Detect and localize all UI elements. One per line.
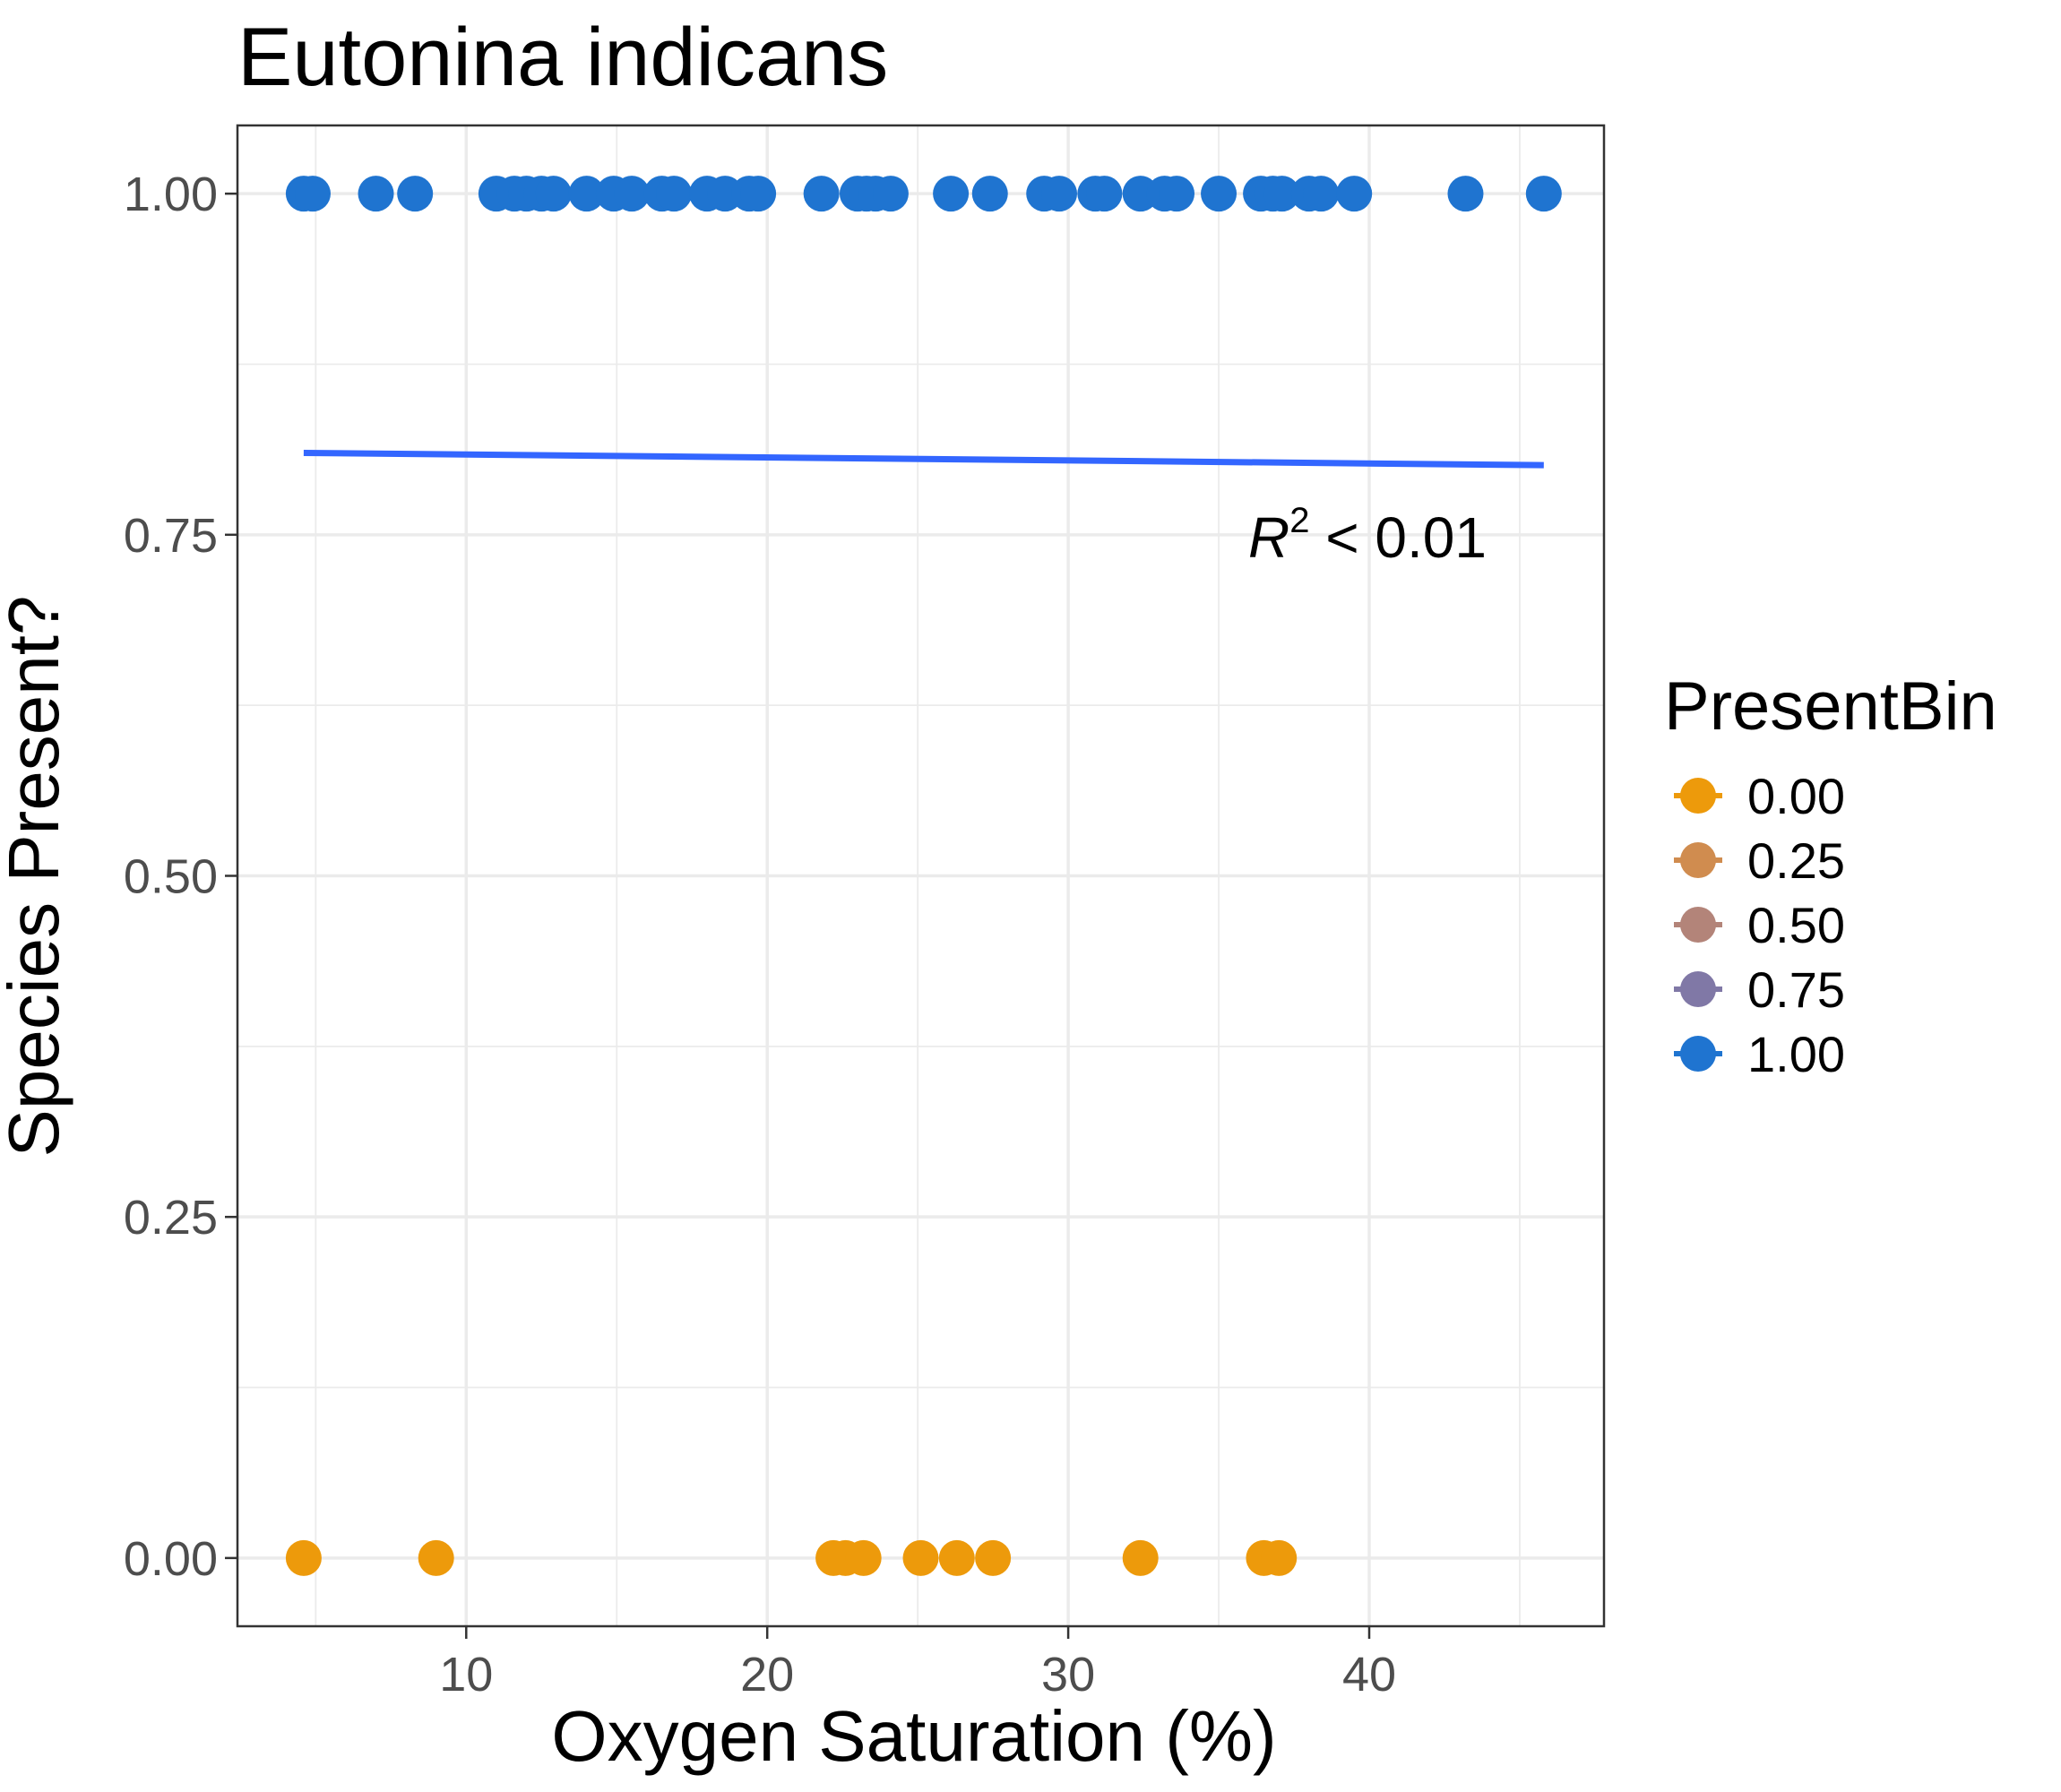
annotation-superscript: 2 (1289, 501, 1309, 540)
chart-title: Eutonina indicans (237, 12, 888, 103)
data-point-present (1041, 176, 1078, 212)
data-point-present (872, 176, 909, 212)
data-point-present (1263, 176, 1300, 212)
legend-key-point (1680, 778, 1716, 814)
annotation-base: R (1248, 505, 1289, 570)
x-tick-label: 40 (1342, 1648, 1396, 1702)
x-tick-label: 30 (1041, 1648, 1095, 1702)
legend-label: 1.00 (1747, 1026, 1845, 1082)
data-point-present (933, 176, 970, 212)
legend-label: 0.50 (1747, 897, 1845, 953)
data-point-present (656, 176, 693, 212)
data-point-present (1447, 176, 1484, 212)
legend-key-point (1680, 971, 1716, 1007)
data-point-absent (1122, 1539, 1159, 1576)
data-point-absent (285, 1539, 322, 1576)
data-point-present (971, 176, 1008, 212)
data-point-present (1159, 176, 1195, 212)
data-point-present (1201, 176, 1237, 212)
data-point-present (358, 176, 394, 212)
data-point-absent (845, 1539, 882, 1576)
data-point-present (1336, 176, 1373, 212)
y-tick-label: 0.00 (124, 1532, 218, 1586)
legend-label: 0.75 (1747, 961, 1845, 1018)
data-point-present (614, 176, 651, 212)
data-point-present (1086, 176, 1123, 212)
data-point-absent (1261, 1539, 1298, 1576)
y-tick-label: 0.75 (124, 509, 218, 563)
axis-ticks: 10 20 30 40 0.00 0.25 0.50 0.75 1.00 (124, 168, 1396, 1702)
data-points (285, 176, 1562, 1576)
data-point-present (535, 176, 572, 212)
legend-key-point (1680, 842, 1716, 878)
legend-title: PresentBin (1664, 668, 1997, 745)
y-axis-title: Species Present? (0, 595, 73, 1157)
data-point-absent (418, 1539, 454, 1576)
data-point-absent (902, 1539, 939, 1576)
annotation-rest: < 0.01 (1309, 505, 1487, 570)
r-squared-annotation: R2 < 0.01 (1248, 501, 1487, 570)
y-tick-label: 1.00 (124, 168, 218, 221)
fit-line-layer (303, 449, 1544, 469)
x-axis-title: Oxygen Saturation (%) (551, 1696, 1276, 1776)
data-point-present (1303, 176, 1340, 212)
y-tick-label: 0.25 (124, 1191, 218, 1245)
legend-key-point (1680, 1036, 1716, 1072)
data-point-present (803, 176, 840, 212)
data-point-absent (975, 1539, 1012, 1576)
regression-line (303, 449, 1544, 469)
legend-key-point (1680, 907, 1716, 943)
y-tick-label: 0.50 (124, 850, 218, 904)
legend-label: 0.25 (1747, 832, 1845, 889)
data-point-present (294, 176, 331, 212)
data-point-present (1525, 176, 1562, 212)
data-point-absent (938, 1539, 975, 1576)
data-point-present (568, 176, 605, 212)
legend-label: 0.00 (1747, 768, 1845, 824)
data-point-present (397, 176, 434, 212)
x-tick-label: 20 (740, 1648, 794, 1702)
legend: PresentBin 0.00 0.25 0.50 0.75 1.00 (1664, 668, 1997, 1082)
data-point-present (740, 176, 777, 212)
x-tick-label: 10 (439, 1648, 493, 1702)
